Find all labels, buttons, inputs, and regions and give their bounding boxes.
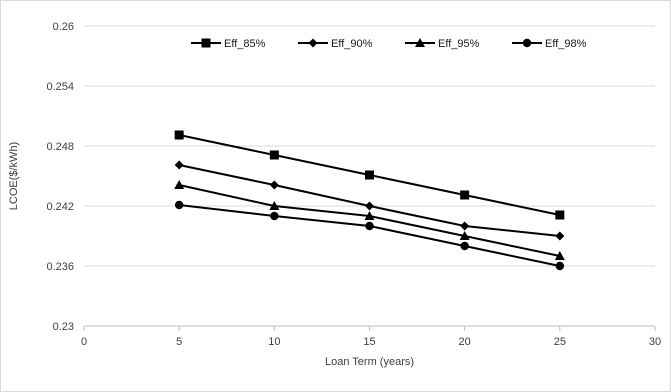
- x-axis-title: Loan Term (years): [325, 356, 414, 368]
- data-point-marker: [269, 180, 279, 190]
- data-point-marker: [174, 130, 184, 140]
- x-tick-label: 20: [459, 336, 471, 348]
- y-tick-label: 0.248: [46, 141, 74, 153]
- legend-marker: [522, 38, 532, 48]
- legend-marker: [415, 38, 425, 47]
- data-point-marker: [269, 150, 279, 160]
- y-tick-label: 0.236: [46, 261, 74, 273]
- data-point-marker: [269, 201, 280, 210]
- x-tick-label: 25: [554, 336, 566, 348]
- series-eff-85: [174, 130, 565, 220]
- data-point-marker: [554, 251, 565, 260]
- legend-label: Eff_98%: [545, 38, 587, 50]
- data-point-marker: [460, 241, 469, 251]
- data-point-marker: [555, 231, 565, 241]
- series-eff-95: [174, 180, 565, 260]
- tick-labels: 0.23 0.236 0.242 0.248 0.254 0.26 0 5 10 15 20 25 30: [46, 21, 661, 348]
- legend-marker: [201, 38, 211, 48]
- data-point-marker: [365, 221, 374, 231]
- series-lines: [174, 130, 565, 271]
- legend-item: Eff_98%: [512, 38, 587, 50]
- legend-item: Eff_95%: [405, 38, 480, 50]
- legend-label: Eff_90%: [331, 38, 373, 50]
- y-axis-title: LCOE($/kWh): [8, 142, 20, 210]
- x-tick-label: 5: [176, 336, 182, 348]
- data-point-marker: [174, 200, 184, 210]
- data-point-marker: [174, 180, 185, 189]
- x-tick-label: 0: [81, 336, 87, 348]
- data-point-marker: [365, 170, 374, 180]
- y-tick-label: 0.242: [46, 201, 74, 213]
- y-tick-label: 0.254: [46, 81, 74, 93]
- legend: Eff_85% Eff_90% Eff_95% Eff_98%: [191, 38, 587, 50]
- data-point-marker: [460, 190, 470, 200]
- data-point-marker: [174, 160, 184, 170]
- data-point-marker: [555, 261, 565, 271]
- data-point-marker: [459, 231, 470, 240]
- series-line: [178, 184, 561, 257]
- y-tick-label: 0.23: [53, 321, 74, 333]
- legend-item: Eff_90%: [298, 38, 373, 50]
- axes: [83, 325, 656, 331]
- x-tick-label: 30: [649, 336, 661, 348]
- data-point-marker: [460, 221, 470, 231]
- legend-label: Eff_85%: [224, 38, 266, 50]
- data-point-marker: [555, 210, 565, 220]
- legend-label: Eff_95%: [438, 38, 480, 50]
- x-tick-label: 10: [268, 336, 280, 348]
- data-point-marker: [365, 201, 374, 211]
- data-point-marker: [364, 211, 375, 220]
- legend-marker: [308, 38, 318, 48]
- x-tick-label: 15: [363, 336, 375, 348]
- y-tick-label: 0.26: [53, 21, 74, 33]
- series-eff-98: [174, 200, 565, 271]
- legend-item: Eff_85%: [191, 38, 266, 50]
- series-eff-90: [174, 160, 565, 241]
- data-point-marker: [270, 211, 279, 221]
